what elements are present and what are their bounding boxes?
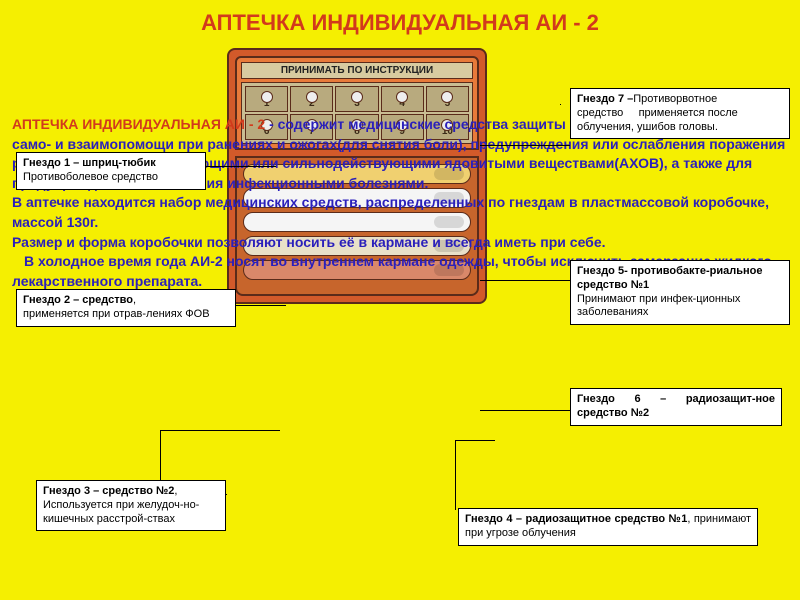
kit-banner: ПРИНИМАТЬ ПО ИНСТРУКЦИИ (241, 62, 473, 79)
leader-line (226, 494, 227, 495)
description-p2: В аптечке находится набор медицинских ср… (12, 193, 788, 232)
leader-line (455, 440, 456, 510)
label-slot-3: Гнездо 3 – средство №2, Используется при… (36, 480, 226, 531)
label-slot-2: Гнездо 2 – средство, применяется при отр… (16, 289, 236, 327)
leader-line (206, 166, 276, 167)
label-slot-5: Гнездо 5- противобакте-риальное средство… (570, 260, 790, 325)
label-title: Гнездо 7 – (577, 93, 633, 105)
label-slot-1: Гнездо 1 – шприц-тюбик Противоболевое ср… (16, 152, 206, 190)
description-lead: АПТЕЧКА ИНДИВИДУАЛЬНАЯ АИ - 2 (12, 116, 265, 132)
label-title: Гнездо 3 – средство №2 (43, 485, 174, 497)
kit-cell: 5 (426, 86, 469, 112)
label-slot-4: Гнездо 4 – радиозащитное средство №1, пр… (458, 508, 758, 546)
leader-line (160, 430, 161, 480)
leader-line (160, 430, 280, 431)
kit-cell: 1 (245, 86, 288, 112)
description-p3: Размер и форма коробочки позволяют носит… (12, 233, 788, 253)
label-slot-7: Гнездо 7 –Противорвотное средство примен… (570, 88, 790, 139)
label-title: Гнездо 4 – радиозащитное средство №1 (465, 513, 687, 525)
kit-cell: 4 (381, 86, 424, 112)
label-slot-6: Гнездо 6 – радиозащит-ное средство №2 (570, 388, 782, 426)
leader-line (480, 145, 570, 146)
label-text: Принимают при инфек-ционных заболеваниях (577, 293, 740, 319)
label-title: Гнездо 2 – средство (23, 294, 133, 306)
kit-cell: 3 (335, 86, 378, 112)
label-title: Гнездо 5- противобакте-риальное средство… (577, 265, 763, 291)
leader-line (480, 280, 570, 281)
kit-cell: 2 (290, 86, 333, 112)
label-text: применяется при отрав-лениях ФОВ (23, 308, 210, 320)
leader-line (480, 410, 570, 411)
leader-line (455, 440, 495, 441)
page-title: АПТЕЧКА ИНДИВИДУАЛЬНАЯ АИ - 2 (0, 10, 800, 36)
label-title: Гнездо 1 – шприц-тюбик (23, 157, 156, 169)
label-title: Гнездо 6 – радиозащит-ное средство №2 (577, 393, 775, 419)
label-text: Противоболевое средство (23, 171, 158, 183)
leader-line (560, 104, 561, 105)
leader-line (236, 305, 286, 306)
